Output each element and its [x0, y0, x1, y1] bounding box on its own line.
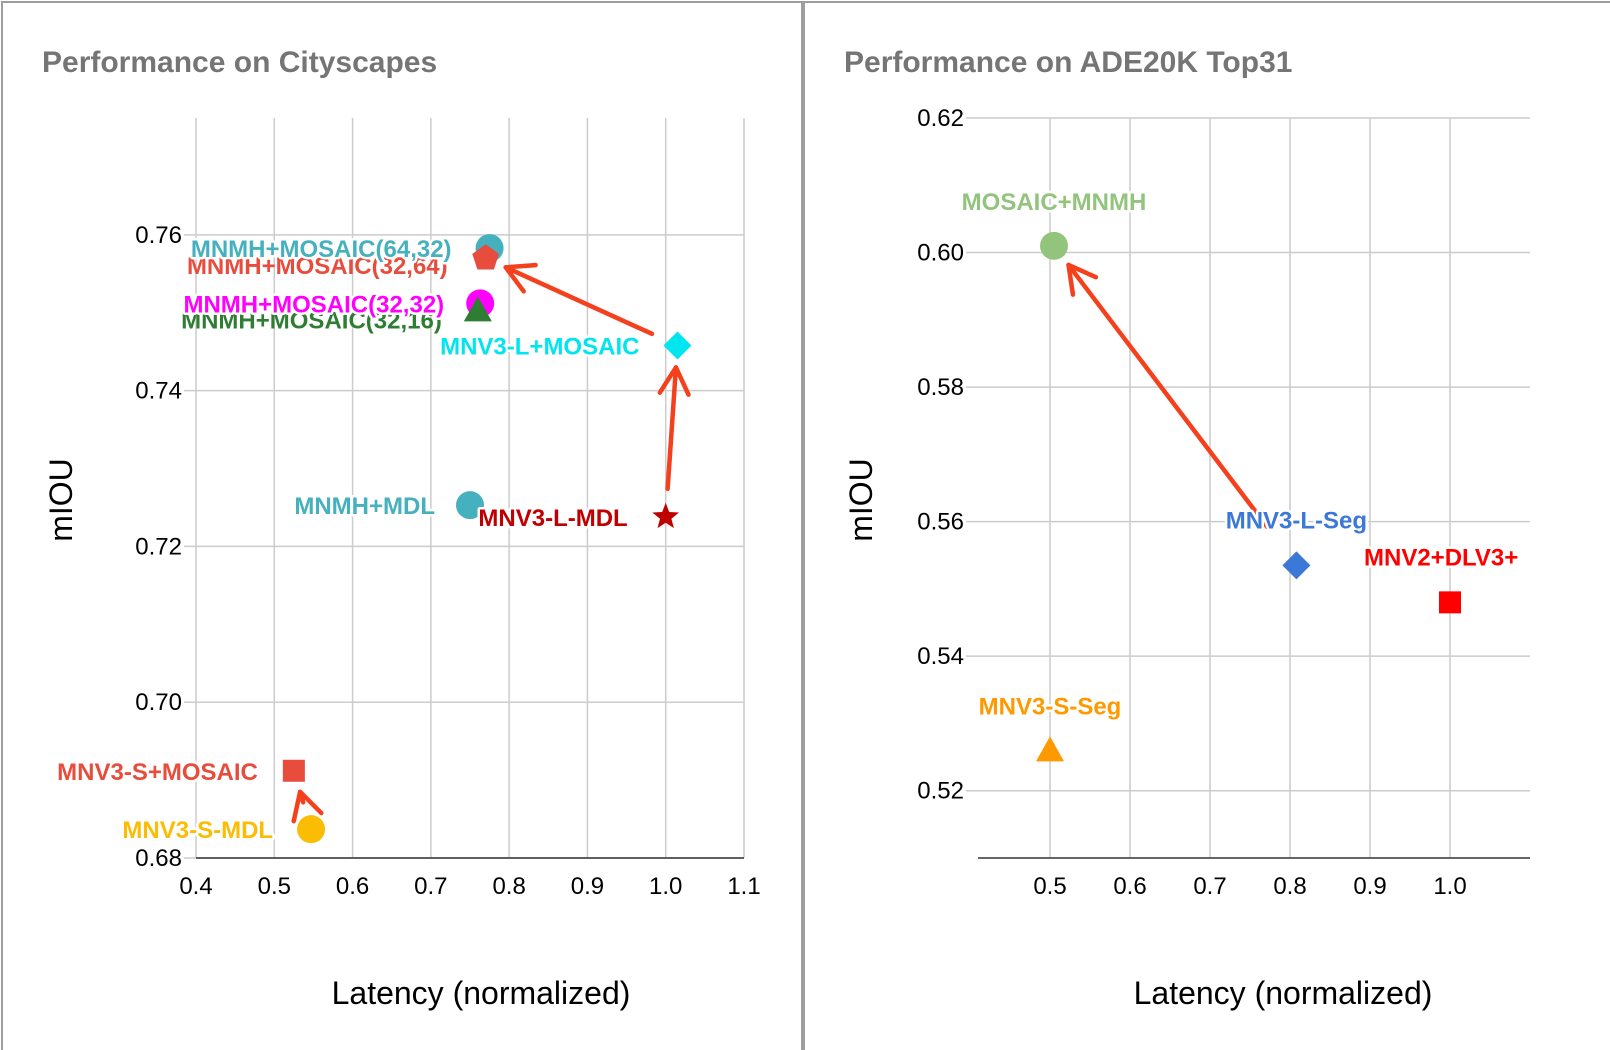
mnv3-s-seg-marker	[1036, 736, 1064, 761]
mosaic-mnmh-label: MOSAIC+MNMH	[962, 189, 1147, 216]
cityscapes-chart: Performance on Cityscapes 0.4 0.5 0.6 0.7 0.…	[42, 46, 761, 1011]
chart-title: Performance on Cityscapes	[42, 46, 437, 79]
x-tick-label: 0.7	[1193, 873, 1226, 900]
x-tick-label: 1.0	[1433, 873, 1466, 900]
mnv2-dlv3-marker	[1439, 591, 1461, 613]
y-tick-label: 0.56	[917, 509, 964, 536]
x-axis-title: Latency (normalized)	[1134, 975, 1433, 1011]
x-tick-label: 0.6	[1113, 873, 1146, 900]
mnv3-s-mdl-marker	[297, 815, 325, 843]
y-axis-title: mIOU	[43, 458, 79, 542]
x-tick-label: 1.0	[649, 873, 682, 900]
y-tick-label: 0.70	[135, 689, 182, 716]
mnv3-s-mosaic-label: MNV3-S+MOSAIC	[57, 759, 258, 786]
y-tick-label: 0.60	[917, 240, 964, 267]
ade20k-chart: Performance on ADE20K Top31 0.5 0.6 0.7 0.8…	[843, 46, 1530, 1011]
point-labels: MOSAIC+MNMH MNV3-L-Seg MNV2+DLV3+ MNV3-S-Se…	[962, 189, 1519, 721]
x-tick-label: 0.9	[571, 873, 604, 900]
arrow-mnv3-l-mosaic-to-mnmh-mosaic-32-64	[506, 265, 652, 334]
y-tick-label: 0.58	[917, 374, 964, 401]
arrows	[1069, 265, 1268, 527]
y-tick-label: 0.76	[135, 222, 182, 249]
figure-canvas: Performance on Cityscapes 0.4 0.5 0.6 0.7 0.…	[0, 0, 1610, 1050]
mnmh-mosaic-64-32-label: MNMH+MOSAIC(64,32)	[191, 236, 452, 263]
y-tick-label: 0.62	[917, 105, 964, 132]
mnv3-s-seg-label: MNV3-S-Seg	[979, 693, 1122, 720]
mnmh-mdl-label: MNMH+MDL	[294, 493, 435, 520]
y-tick-label: 0.52	[917, 778, 964, 805]
grid	[184, 118, 744, 858]
mnv3-s-mosaic-marker	[283, 760, 305, 782]
x-tick-label: 0.8	[492, 873, 525, 900]
x-tick-label: 0.5	[1033, 873, 1066, 900]
y-tick-label: 0.72	[135, 533, 182, 560]
x-tick-label: 1.1	[727, 873, 760, 900]
x-tick-label: 0.4	[179, 873, 212, 900]
arrow-mnv3-l-seg-to-mosaic-mnmh	[1069, 265, 1268, 527]
tick-labels: 0.5 0.6 0.7 0.8 0.9 1.0 0.52 0.54 0.56 0.58 0.60 0.…	[917, 105, 1466, 900]
x-tick-label: 0.9	[1353, 873, 1386, 900]
x-axis-title: Latency (normalized)	[332, 975, 631, 1011]
x-tick-label: 0.7	[414, 873, 447, 900]
mnmh-mosaic-32-32-label: MNMH+MOSAIC(32,32)	[183, 291, 444, 318]
arrow-mnv3-l-mdl-to-mnv3-l-mosaic	[660, 367, 689, 488]
mnv3-l-seg-marker	[1282, 551, 1310, 579]
mnv2-dlv3-label: MNV2+DLV3+	[1364, 544, 1518, 571]
x-tick-label: 0.6	[336, 873, 369, 900]
mnv3-s-mdl-label: MNV3-S-MDL	[122, 817, 273, 844]
mnv3-l-seg-label: MNV3-L-Seg	[1226, 507, 1367, 534]
y-axis-title: mIOU	[843, 458, 879, 542]
y-tick-label: 0.74	[135, 378, 182, 405]
y-tick-label: 0.68	[135, 845, 182, 872]
chart-title: Performance on ADE20K Top31	[844, 46, 1292, 79]
mnv3-l-mosaic-label: MNV3-L+MOSAIC	[440, 333, 639, 360]
mnv3-l-mdl-label: MNV3-L-MDL	[478, 505, 627, 532]
mosaic-mnmh-marker	[1040, 232, 1068, 260]
data-points	[1036, 232, 1461, 762]
x-tick-label: 0.5	[258, 873, 291, 900]
y-tick-label: 0.54	[917, 643, 964, 670]
x-tick-label: 0.8	[1273, 873, 1306, 900]
mnv3-l-mosaic-marker	[663, 331, 691, 359]
